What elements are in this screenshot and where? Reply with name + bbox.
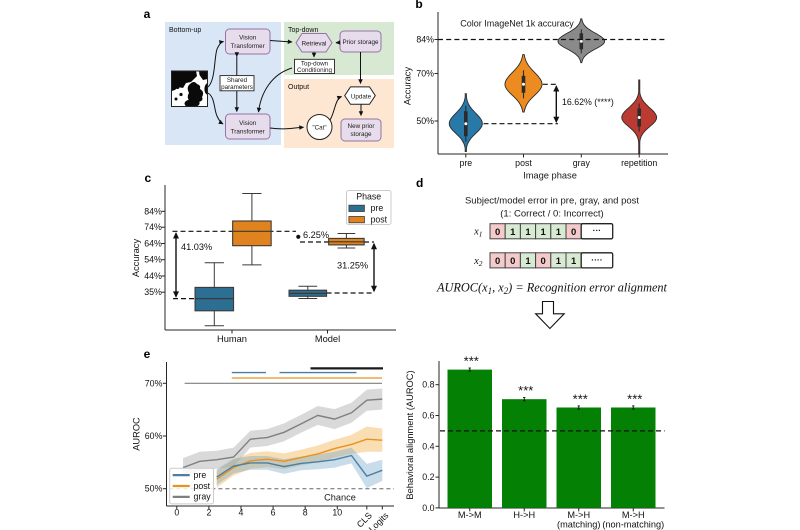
svg-text:1: 1 [556,256,562,267]
svg-text:0.0: 0.0 [422,503,434,513]
svg-text:c: c [145,171,152,185]
svg-text:x1: x1 [473,227,482,239]
svg-text:Transformer: Transformer [231,128,265,135]
svg-text:Chance: Chance [324,493,356,503]
svg-text:(1: Correct / 0: Incorrect): (1: Correct / 0: Incorrect) [500,209,603,220]
svg-text:parameters: parameters [221,84,253,91]
svg-text:Phase: Phase [356,192,381,202]
svg-text:a: a [144,7,151,21]
svg-text:pre: pre [371,203,384,213]
svg-text:Top-down: Top-down [301,60,329,67]
svg-text:New prior: New prior [348,123,375,130]
svg-text:Transformer: Transformer [231,43,265,50]
svg-text:6.25%: 6.25% [303,230,329,240]
svg-text:AUROC: AUROC [131,417,141,451]
svg-text:Accuracy: Accuracy [403,67,413,106]
svg-text:Shared: Shared [227,77,248,84]
svg-text:1: 1 [571,256,577,267]
svg-text:Vision: Vision [239,35,257,42]
svg-text:***: *** [518,383,533,398]
svg-text:16.62% (****): 16.62% (****) [562,97,614,107]
svg-text:pre: pre [459,158,472,168]
svg-text:0: 0 [174,508,179,518]
svg-text:1: 1 [541,227,547,238]
svg-text:storage: storage [350,131,372,138]
svg-text:0.4: 0.4 [422,441,434,451]
svg-text:(non-matching): (non-matching) [602,520,664,530]
svg-text:Vision: Vision [239,120,257,127]
svg-text:35%: 35% [144,287,162,297]
svg-text:1: 1 [525,227,531,238]
svg-text:Retrieval: Retrieval [302,40,327,47]
svg-text:84%: 84% [416,35,434,45]
svg-text:pre: pre [194,470,207,480]
svg-text:0: 0 [495,227,500,238]
svg-text:60%: 60% [145,431,163,441]
svg-text:AUROC(x1, x2) = Recognition er: AUROC(x1, x2) = Recognition error alignm… [436,281,668,297]
svg-text:0: 0 [510,256,515,267]
svg-text:(matching): (matching) [557,520,600,530]
svg-text:50%: 50% [145,484,163,494]
svg-text:post: post [515,158,532,168]
svg-text:6: 6 [271,508,276,518]
svg-text:50%: 50% [416,116,434,126]
svg-text:***: *** [464,353,479,368]
svg-text:Bottom-up: Bottom-up [169,27,201,34]
svg-text:0.2: 0.2 [422,472,434,482]
svg-text:8: 8 [303,508,308,518]
svg-text:0.6: 0.6 [422,411,434,421]
svg-text:2: 2 [206,508,211,518]
svg-text:"Cat": "Cat" [312,125,326,132]
svg-text:d: d [416,176,423,190]
svg-text:Conditioning: Conditioning [297,67,333,74]
svg-text:1: 1 [556,227,562,238]
svg-text:Human: Human [217,334,247,344]
svg-text:31.25%: 31.25% [337,261,368,271]
svg-text:Behavioral alignment (AUROC): Behavioral alignment (AUROC) [405,370,415,499]
svg-text:***: *** [627,391,642,406]
svg-text:0.8: 0.8 [422,380,434,390]
svg-text:0: 0 [495,256,500,267]
svg-text:41.03%: 41.03% [181,242,212,252]
svg-text:0: 0 [571,227,576,238]
svg-text:repetition: repetition [621,158,657,168]
svg-text:M->H: M->H [567,510,590,520]
svg-text:gray: gray [194,492,212,502]
svg-text:Color ImageNet 1k accuracy: Color ImageNet 1k accuracy [460,19,574,29]
svg-text:84%: 84% [144,206,162,216]
svg-text:H->H: H->H [513,510,535,520]
svg-text:64%: 64% [144,239,162,249]
svg-text:10: 10 [332,508,342,518]
svg-text:Accuracy: Accuracy [131,239,141,278]
svg-text:x2: x2 [473,256,483,268]
svg-text:···: ··· [593,225,602,235]
svg-text:post: post [194,481,211,491]
svg-text:70%: 70% [416,69,434,79]
svg-text:gray: gray [573,158,591,168]
svg-text:····: ···· [591,254,602,264]
svg-text:M->M: M->M [458,510,482,520]
svg-text:Model: Model [315,334,340,344]
svg-text:e: e [144,347,151,361]
svg-text:1: 1 [525,256,531,267]
svg-text:***: *** [573,391,588,406]
svg-text:M->H: M->H [622,510,645,520]
svg-text:Top-down: Top-down [288,27,318,34]
svg-text:70%: 70% [145,378,163,388]
svg-text:Prior storage: Prior storage [342,39,379,46]
svg-text:post: post [371,214,388,224]
svg-text:44%: 44% [144,271,162,281]
svg-text:4: 4 [239,508,244,518]
svg-text:0: 0 [541,256,546,267]
svg-text:Update: Update [351,93,372,100]
svg-text:54%: 54% [144,255,162,265]
svg-text:Output: Output [288,84,309,91]
svg-text:Image phase: Image phase [523,171,577,181]
svg-text:1: 1 [510,227,516,238]
svg-text:b: b [415,0,422,11]
svg-text:74%: 74% [144,222,162,232]
svg-text:Subject/model error in pre, gr: Subject/model error in pre, gray, and po… [465,196,639,207]
